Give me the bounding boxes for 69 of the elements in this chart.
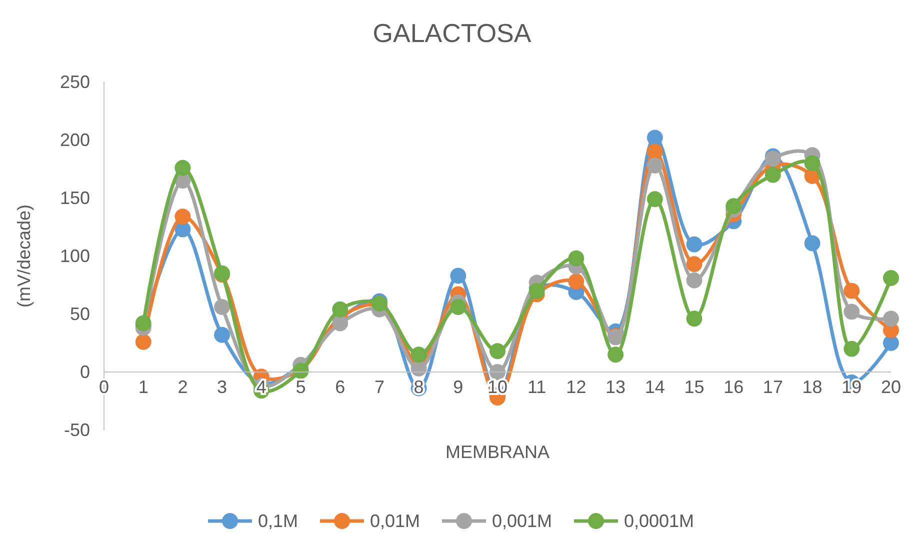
point xyxy=(332,315,348,332)
x-tick-label: 6 xyxy=(335,376,346,397)
point xyxy=(646,158,663,174)
point xyxy=(568,274,584,290)
x-tick-label: 4 xyxy=(256,376,266,397)
point xyxy=(174,208,191,225)
point xyxy=(726,198,742,214)
point xyxy=(804,155,820,172)
x-tick-label: 16 xyxy=(724,376,744,397)
y-tick-label: -50 xyxy=(64,420,90,440)
legend-label: 0,1M xyxy=(258,511,298,531)
point xyxy=(764,166,781,183)
x-tick-label: 7 xyxy=(374,376,384,397)
legend-label: 0,01M xyxy=(370,511,420,531)
point xyxy=(844,340,860,357)
x-tick-label: 18 xyxy=(802,376,822,397)
point xyxy=(332,301,348,318)
x-tick-label: 2 xyxy=(178,376,188,397)
y-tick-label: 50 xyxy=(70,304,90,324)
point xyxy=(804,235,820,252)
point xyxy=(608,346,624,363)
y-tick-label: 250 xyxy=(60,72,90,92)
point xyxy=(214,326,230,343)
x-tick-label: 10 xyxy=(487,376,508,397)
x-tick-label: 20 xyxy=(880,376,902,397)
x-tick-label: 1 xyxy=(138,376,148,397)
point xyxy=(844,282,860,299)
point xyxy=(646,191,663,208)
legend-label: 0,0001M xyxy=(624,511,694,531)
point xyxy=(490,343,506,360)
x-tick-label: 12 xyxy=(566,376,586,397)
point xyxy=(686,256,702,272)
y-tick-label: 200 xyxy=(60,130,90,150)
legend-label: 0,001M xyxy=(492,511,552,531)
y-tick-label: 150 xyxy=(60,188,90,208)
point xyxy=(174,160,191,176)
point xyxy=(450,268,466,284)
x-tick-label: 9 xyxy=(453,376,464,397)
point xyxy=(528,282,545,299)
point xyxy=(646,144,663,160)
point xyxy=(214,299,230,316)
point xyxy=(686,272,702,288)
point xyxy=(135,315,152,332)
point xyxy=(490,364,506,380)
point xyxy=(568,250,584,266)
point xyxy=(135,334,152,350)
x-tick-label: 17 xyxy=(762,376,783,397)
point xyxy=(410,346,427,363)
point xyxy=(883,270,899,286)
x-tick-label: 14 xyxy=(644,376,665,397)
x-tick-label: 15 xyxy=(684,376,704,397)
point xyxy=(883,310,899,327)
point xyxy=(844,304,860,320)
x-tick-label: 5 xyxy=(296,376,306,397)
point xyxy=(686,310,702,327)
y-tick-label: 0 xyxy=(80,362,90,382)
x-tick-label: 0 xyxy=(98,376,110,397)
chart-title: GALACTOSA xyxy=(372,18,532,48)
point xyxy=(410,360,427,376)
x-tick-label: 11 xyxy=(528,376,546,397)
x-axis-title: MEMBRANA xyxy=(445,442,550,462)
y-axis-title: (mV/decade) xyxy=(14,204,34,308)
point xyxy=(450,299,466,316)
x-tick-label: 13 xyxy=(606,376,626,397)
x-tick-label: 3 xyxy=(217,376,228,397)
x-tick-label: 8 xyxy=(414,376,424,397)
point xyxy=(686,236,702,252)
point xyxy=(646,130,663,146)
y-tick-label: 100 xyxy=(60,246,90,266)
